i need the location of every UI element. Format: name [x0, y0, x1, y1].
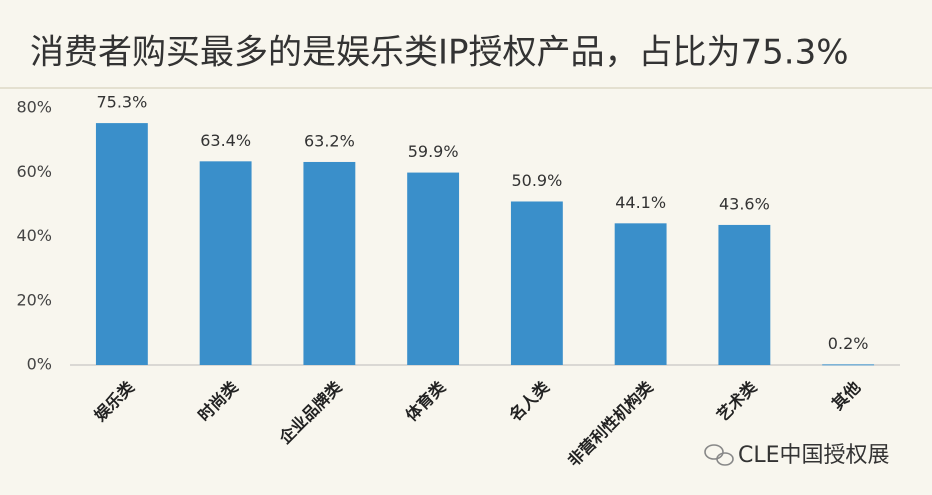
value-label: 63.4%	[200, 131, 251, 150]
value-label: 59.9%	[408, 142, 459, 161]
y-tick-label: 60%	[16, 162, 52, 181]
bar	[407, 172, 460, 365]
bar	[95, 123, 148, 365]
bar	[510, 201, 563, 365]
value-label: 44.1%	[615, 193, 666, 212]
y-tick-label: 40%	[16, 226, 52, 245]
bar	[199, 161, 252, 365]
bar	[303, 161, 356, 365]
y-tick-label: 0%	[27, 355, 52, 374]
bar	[718, 224, 771, 365]
y-tick-label: 20%	[16, 290, 52, 309]
chart-title: 消费者购买最多的是娱乐类IP授权产品，占比为75.3%	[30, 33, 849, 73]
watermark: CLE中国授权展	[738, 443, 890, 468]
bar	[614, 223, 667, 365]
value-label: 75.3%	[96, 93, 147, 112]
bar	[822, 364, 875, 366]
value-label: 63.2%	[304, 131, 355, 150]
y-tick-label: 80%	[16, 98, 52, 117]
wechat-icon	[704, 444, 734, 466]
value-label: 43.6%	[719, 194, 770, 213]
value-label: 0.2%	[828, 334, 869, 353]
value-label: 50.9%	[511, 171, 562, 190]
